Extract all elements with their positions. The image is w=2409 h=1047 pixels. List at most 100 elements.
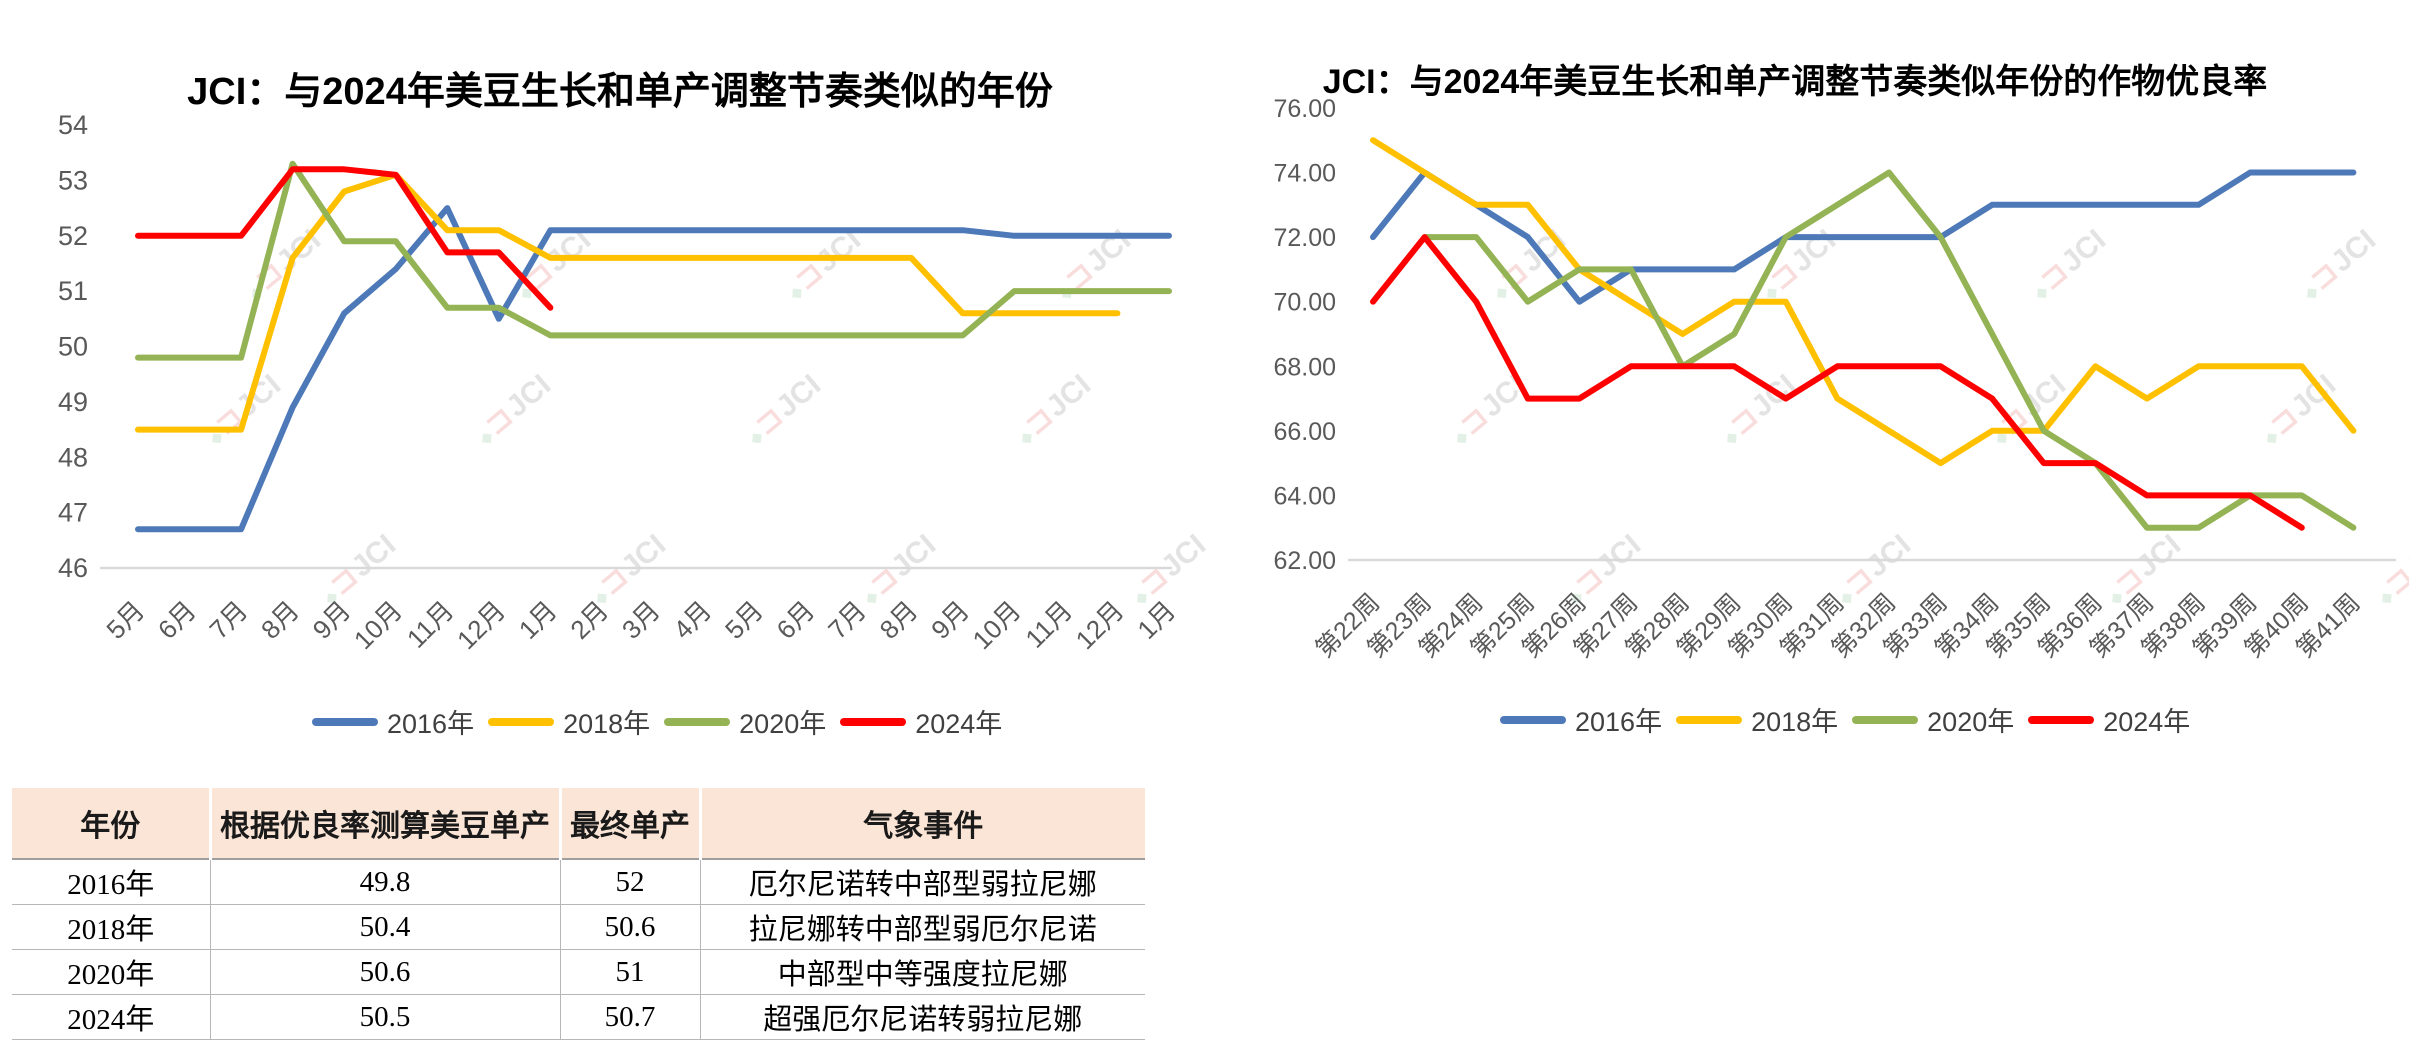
left-chart-title: JCI：与2024年美豆生长和单产调整节奏类似的年份 bbox=[187, 71, 1053, 113]
x-axis-tick-label: 3月 bbox=[616, 595, 666, 645]
y-axis-tick-label: 64.00 bbox=[1273, 482, 1336, 510]
series-line-2020年 bbox=[1421, 169, 2357, 531]
jci-watermark: ◆⊐JCI bbox=[2293, 223, 2383, 306]
y-axis-tick-label: 62.00 bbox=[1273, 547, 1336, 575]
table-cell: 49.8 bbox=[209, 859, 561, 905]
legend-line-swatch bbox=[1852, 715, 1919, 724]
table-cell: 51 bbox=[559, 949, 701, 995]
left-chart-legend: 2016年 2018年 2020年 2024年 bbox=[312, 702, 1016, 741]
table-cell: 2020年 bbox=[12, 949, 211, 995]
table-header-cell: 根据优良率测算美豆单产 bbox=[208, 788, 562, 860]
table-cell: 50.6 bbox=[209, 949, 561, 995]
x-axis-tick-label: 11月 bbox=[1019, 595, 1078, 654]
legend-label: 2024年 bbox=[915, 709, 1003, 739]
x-axis-tick-label: 9月 bbox=[925, 595, 975, 645]
y-axis-tick-label: 49 bbox=[58, 387, 88, 417]
y-axis-tick-label: 46 bbox=[58, 553, 88, 583]
table-cell: 厄尔尼诺转中部型弱拉尼娜 bbox=[699, 859, 1145, 905]
y-axis-tick-label: 74.00 bbox=[1273, 160, 1336, 188]
svg-text:◆⊐JCI: ◆⊐JCI bbox=[2023, 223, 2113, 306]
table-cell: 2024年 bbox=[12, 994, 211, 1040]
table-cell: 2018年 bbox=[12, 904, 211, 950]
legend-label: 2024年 bbox=[2103, 707, 2191, 737]
x-axis-tick-label: 10月 bbox=[967, 595, 1027, 655]
jci-watermark: ◆⊐JCI bbox=[786, 223, 867, 303]
svg-text:◆⊐JCI: ◆⊐JCI bbox=[2293, 223, 2383, 306]
series-line-2018年 bbox=[135, 171, 1121, 433]
x-axis-tick-label: 1月 bbox=[513, 595, 563, 645]
legend-line-swatch bbox=[1500, 715, 1566, 724]
legend-line-swatch bbox=[488, 717, 555, 726]
x-axis-tick-label: 6月 bbox=[771, 595, 821, 645]
table-row: 2020年 50.6 51 中部型中等强度拉尼娜 bbox=[12, 949, 1145, 995]
table-row: 2016年 49.8 52 厄尔尼诺转中部型弱拉尼娜 bbox=[12, 859, 1145, 905]
legend-item-2024年: 2024年 bbox=[2028, 700, 2190, 739]
y-axis-tick-label: 48 bbox=[58, 442, 88, 472]
y-axis-tick-label: 52 bbox=[58, 221, 88, 251]
legend-line-swatch bbox=[312, 717, 378, 726]
svg-text:◆⊐JCI: ◆⊐JCI bbox=[468, 368, 558, 451]
x-axis-tick-label: 5月 bbox=[100, 595, 150, 645]
x-axis-tick-label: 5月 bbox=[719, 595, 769, 645]
table-cell: 50.5 bbox=[209, 994, 561, 1040]
svg-text:◆⊐JCI: ◆⊐JCI bbox=[2368, 528, 2409, 611]
svg-text:◆⊐JCI: ◆⊐JCI bbox=[1123, 528, 1213, 611]
right-chart-legend: 2016年 2018年 2020年 2024年 bbox=[1500, 700, 2204, 739]
x-axis-tick-label: 12月 bbox=[451, 595, 511, 655]
table-row: 2018年 50.4 50.6 拉尼娜转中部型弱厄尔尼诺 bbox=[12, 904, 1145, 950]
jci-watermark: ◆⊐JCI bbox=[1008, 368, 1098, 451]
y-axis-tick-label: 70.00 bbox=[1273, 289, 1336, 317]
table-cell: 50.4 bbox=[209, 904, 561, 950]
right-chart-title: JCI：与2024年美豆生长和单产调整节奏类似年份的作物优良率 bbox=[1322, 63, 2268, 101]
table-header-cell: 最终单产 bbox=[558, 788, 702, 860]
y-axis-tick-label: 47 bbox=[58, 498, 88, 528]
x-axis-tick-label: 11月 bbox=[401, 595, 460, 654]
svg-text:◆⊐JCI: ◆⊐JCI bbox=[2253, 368, 2343, 451]
legend-label: 2018年 bbox=[1751, 707, 1839, 737]
y-axis-tick-label: 51 bbox=[58, 276, 88, 306]
x-axis-tick-label: 8月 bbox=[874, 595, 924, 645]
table-cell: 2016年 bbox=[12, 859, 211, 905]
series-line-2020年 bbox=[135, 160, 1172, 361]
jci-watermark: ◆⊐JCI bbox=[508, 223, 598, 306]
jci-watermark: ◆⊐JCI bbox=[1123, 528, 1213, 611]
table-header-row: 年份 根据优良率测算美豆单产 最终单产 气象事件 bbox=[12, 788, 1145, 860]
yield-weather-table: 年份 根据优良率测算美豆单产 最终单产 气象事件 2016年 49.8 52 厄尔尼诺转中部… bbox=[12, 788, 1145, 1040]
table-row: 2024年 50.5 50.7 超强厄尔尼诺转弱拉尼娜 bbox=[12, 994, 1145, 1040]
jci-watermark: ◆⊐JCI bbox=[2253, 368, 2343, 451]
x-axis-tick-label: 8月 bbox=[255, 595, 305, 645]
x-axis-tick-label: 10月 bbox=[348, 595, 408, 655]
legend-label: 2016年 bbox=[387, 709, 475, 739]
table-cell: 50.6 bbox=[559, 904, 701, 950]
jci-watermark: ◆⊐JCI bbox=[2023, 223, 2113, 306]
jci-watermark: ◆⊐JCI bbox=[468, 368, 558, 451]
series-line-2018年 bbox=[1370, 137, 2357, 467]
legend-item-2024年: 2024年 bbox=[840, 702, 1002, 741]
legend-line-swatch bbox=[840, 717, 907, 726]
series-line-2024年 bbox=[135, 166, 554, 311]
legend-item-2018年: 2018年 bbox=[1676, 700, 1838, 739]
series-line-2016年 bbox=[1370, 169, 2357, 305]
table-header-cell: 年份 bbox=[12, 788, 212, 860]
y-axis-tick-label: 54 bbox=[58, 110, 88, 140]
y-axis-tick-label: 72.00 bbox=[1273, 224, 1336, 252]
x-axis-tick-label: 6月 bbox=[152, 595, 202, 645]
series-line-2016年 bbox=[135, 205, 1172, 533]
legend-item-2020年: 2020年 bbox=[664, 702, 826, 741]
jci-watermark: ◆⊐JCI bbox=[738, 368, 828, 451]
x-axis-tick-label: 12月 bbox=[1070, 595, 1130, 655]
legend-label: 2018年 bbox=[563, 709, 651, 739]
legend-item-2016年: 2016年 bbox=[1500, 700, 1662, 739]
table-cell: 中部型中等强度拉尼娜 bbox=[699, 949, 1145, 995]
table-cell: 50.7 bbox=[559, 994, 701, 1040]
x-axis-tick-label: 4月 bbox=[667, 595, 717, 645]
jci-watermark: ◆⊐JCI bbox=[2368, 528, 2409, 611]
legend-label: 2020年 bbox=[1927, 707, 2015, 737]
legend-label: 2016年 bbox=[1575, 707, 1663, 737]
legend-line-swatch bbox=[664, 717, 731, 726]
svg-text:◆⊐JCI: ◆⊐JCI bbox=[738, 368, 828, 451]
svg-text:◆⊐JCI: ◆⊐JCI bbox=[1008, 368, 1098, 451]
svg-text:◆⊐JCI: ◆⊐JCI bbox=[508, 223, 598, 306]
